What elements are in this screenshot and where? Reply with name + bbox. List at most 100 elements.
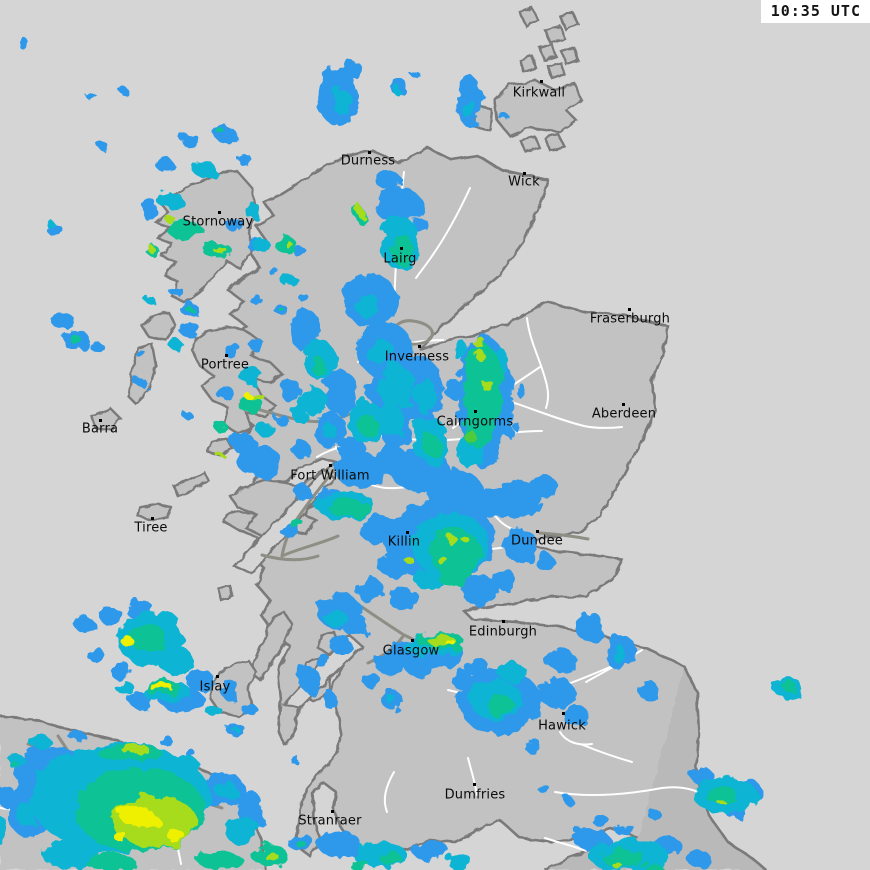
radar-cell [134,377,146,387]
radar-cell [267,266,277,274]
radar-cell [8,759,16,765]
radar-cell [614,825,636,835]
radar-cell [343,615,369,637]
road [538,531,590,541]
island-orkney-9 [543,132,566,152]
radar-cell [143,198,157,222]
radar-cell [17,36,27,48]
island-orkney-2 [558,10,580,32]
radar-cell [648,810,662,820]
boundary-line [582,744,633,763]
radar-cell [613,863,623,869]
radar-cell [167,221,203,239]
radar-cell [464,412,486,448]
radar-cell [157,646,193,674]
radar-cell [414,378,436,414]
radar-cell [207,706,223,718]
radar-cell [169,340,183,350]
radar-cell [378,364,414,408]
radar-cell [387,696,397,704]
radar-cell [437,563,473,587]
radar-cell [217,387,235,401]
radar-cell [250,295,262,305]
radar-cell [563,705,589,727]
radar-cell [293,441,311,459]
island-orkney-mainland [493,78,584,138]
radar-cell [181,133,199,147]
radar-cell [498,662,526,682]
island-jura [248,610,294,682]
radar-cell [17,805,35,827]
radar-cell [375,171,401,189]
radar-cell [158,735,172,745]
radar-cell [637,681,659,699]
radar-cell [239,366,261,384]
radar-cell [481,379,493,391]
radar-cell [186,307,194,313]
boundary-line [383,771,395,813]
radar-cell [85,853,135,870]
radar-cell [216,452,224,458]
boundary-line [526,317,550,409]
precipitation-layer [0,36,803,870]
radar-cell [46,220,54,228]
radar-cell [311,357,325,375]
radar-cell [322,370,358,414]
radar-cell [116,681,134,695]
boundary-line [559,731,593,746]
radar-cell [223,343,241,357]
radar-cell [299,385,325,415]
radar-cell [292,407,308,423]
radar-cell [165,215,175,223]
radar-cell [391,234,413,266]
radar-cell [642,863,662,870]
radar-cell [290,519,304,529]
radar-cell [718,800,726,806]
radar-cell [390,588,420,612]
radar-cell [466,659,490,677]
radar-cell [412,839,448,861]
radar-cell [244,393,252,399]
road [260,553,320,562]
radar-cell [290,756,300,764]
radar-cell [504,527,536,563]
radar-cell [121,88,129,96]
radar-cell [523,738,541,752]
radar-cell [168,285,182,295]
radar-cell [356,578,384,602]
radar-cell [295,839,305,847]
radar-cell [687,853,713,867]
radar-cell [221,679,239,701]
island-orkney-3 [543,24,566,44]
radar-cell [245,201,259,219]
radar-cell [591,815,609,825]
radar-cell [224,816,260,844]
radar-cell [293,247,307,257]
radar-cell [356,205,364,217]
radar-cell [498,421,512,439]
radar-cell [130,624,166,652]
radar-cell [374,187,422,223]
radar-cell [498,482,542,518]
road [280,534,340,558]
radar-cell [359,415,377,437]
island-coll [172,470,210,498]
radar-cell [100,144,110,152]
radar-cell [257,423,275,437]
radar-cell [476,349,484,361]
radar-cell [279,308,285,312]
radar-cell [563,796,573,804]
boundary-line [497,397,623,429]
boundary-line [415,187,471,279]
radar-cell [539,786,551,794]
radar-cell [87,93,97,101]
radar-cell [602,849,646,867]
radar-cell [157,191,183,209]
radar-cell [150,755,200,775]
radar-cell [98,606,122,624]
radar-cell [379,851,401,865]
radar-cell [146,245,154,251]
radar-cell [197,851,243,869]
radar-cell [323,424,337,440]
